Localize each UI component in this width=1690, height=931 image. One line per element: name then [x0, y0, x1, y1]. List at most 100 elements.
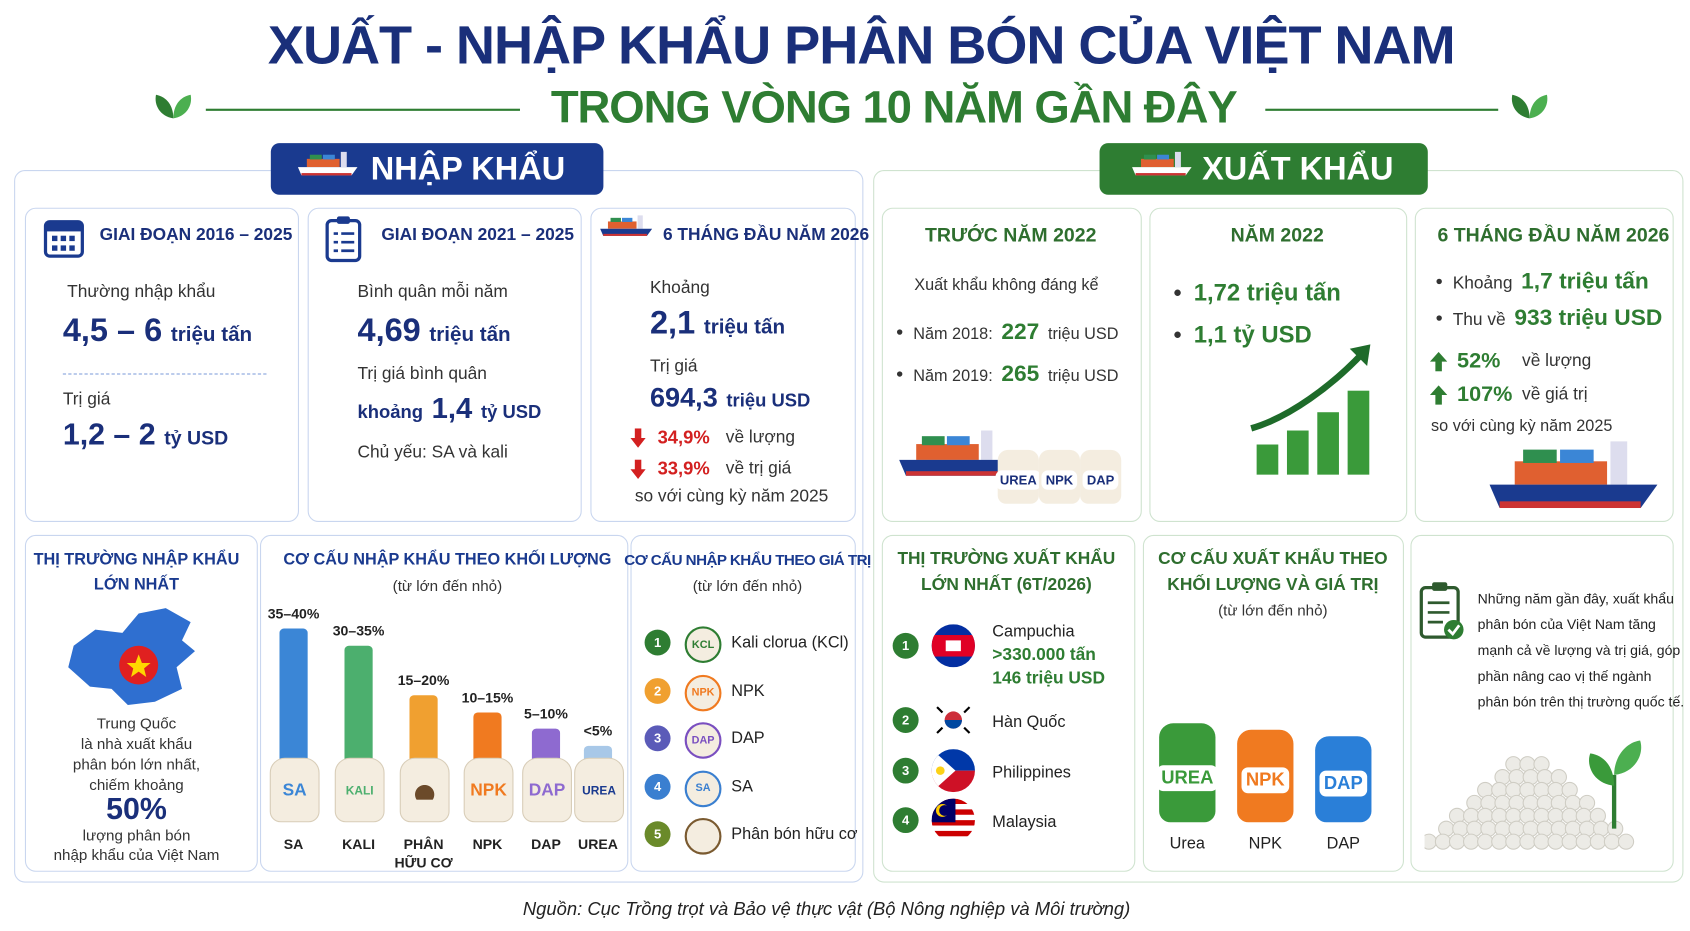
import-title: NHẬP KHẨU: [370, 151, 566, 188]
card-value-part: tỷ USD: [164, 427, 229, 449]
fertilizer-pile-svg: [1420, 756, 1635, 850]
market-heading: LỚN NHẤT (6T/2026): [920, 575, 1092, 595]
down-arrow-svg: [630, 428, 646, 448]
fertilizer-bag: UREA: [995, 449, 1042, 504]
export-item-part: 227: [1001, 319, 1040, 345]
down-arrow: [630, 459, 646, 479]
card-value-part: 1,2 – 2: [62, 417, 156, 451]
card-value-part: triệu tấn: [703, 316, 786, 340]
card-value-part: 2,1: [649, 305, 696, 342]
structure-heading: CƠ CẤU XUẤT KHẨU THEO: [1158, 549, 1388, 569]
rank-badge: 2: [892, 707, 919, 733]
bag-name: Urea: [1169, 834, 1205, 853]
change-value: 107%: [1457, 382, 1513, 407]
summary-line: mạnh cả về lượng và trị giá, góp: [1477, 642, 1681, 659]
market-heading: LỚN NHẤT: [93, 575, 180, 594]
bar: [531, 728, 561, 763]
market-line: lượng phân bón: [82, 826, 191, 844]
change-label: về lượng: [725, 428, 796, 447]
category-label: UREA: [578, 836, 618, 853]
bag-label: SA: [282, 781, 307, 800]
bar-value-label: <5%: [583, 722, 613, 739]
fertilizer-bag-label: DAP: [1319, 770, 1368, 797]
ship-illustration: [600, 215, 653, 238]
ship-illustration: [899, 430, 1013, 482]
bag: KALI: [334, 757, 385, 823]
ship-illustration-svg: [297, 151, 358, 176]
bag-label: DAP: [528, 781, 566, 800]
export-item-part: Khoảng: [1452, 274, 1513, 293]
card-label: Trị giá: [62, 390, 111, 409]
list-subtitle: (từ lớn đến nhỏ): [692, 576, 803, 595]
import-card: [307, 207, 582, 523]
export-item: Năm 2018: 227 triệu USD: [913, 320, 1118, 346]
category-label: KALI: [342, 836, 376, 853]
card-heading: GIAI ĐOẠN 2016 – 2025: [99, 226, 293, 245]
card-value-part: triệu tấn: [429, 323, 511, 347]
bar: [344, 645, 373, 763]
category-label: DAP: [531, 836, 561, 853]
leaf-icon-svg: [155, 94, 192, 119]
country-flag-svg: [931, 624, 975, 668]
fertilizer-pile: [1420, 743, 1642, 856]
card-value-part: tỷ USD: [480, 401, 542, 423]
card-value: 1,2 – 2 tỷ USD: [63, 418, 228, 452]
export-item: Năm 2019: 265 triệu USD: [913, 362, 1118, 388]
chart-subtitle: (từ lớn đến nhỏ): [392, 576, 503, 595]
export-item-part: Thu về: [1452, 311, 1506, 330]
rank-badge: 5: [644, 821, 671, 848]
export-item-part: 265: [1001, 361, 1040, 387]
list-item-name: SA: [731, 777, 753, 796]
product-icon: DAP: [684, 722, 722, 759]
checklist-icon-svg: [1419, 582, 1464, 640]
card-value: 4,69 triệu tấn: [357, 313, 510, 350]
fertilizer-bag: DAP: [1315, 736, 1372, 823]
card-note: Chủ yếu: SA và kali: [357, 443, 508, 462]
structure-subtitle: (từ lớn đến nhỏ): [1218, 601, 1328, 619]
market-line: là nhà xuất khẩu: [80, 735, 193, 753]
checklist-icon: [1419, 581, 1464, 641]
card-value: 4,5 – 6 triệu tấn: [63, 313, 252, 350]
bullet: [896, 371, 903, 377]
list-item-name: NPK: [731, 681, 765, 700]
fertilizer-bag-label: NPK: [1241, 767, 1290, 794]
card-label: Trị giá: [649, 357, 698, 376]
leaf-icon: [1508, 93, 1551, 121]
bag: DAP: [522, 757, 572, 823]
fertilizer-bag-label: UREA: [995, 469, 1042, 490]
up-arrow-svg: [1429, 385, 1448, 405]
export-item: Khoảng 1,7 triệu tấn: [1453, 269, 1649, 295]
ship-illustration-svg: [1132, 151, 1192, 176]
export-item: Thu về 933 triệu USD: [1453, 306, 1663, 332]
bullet: [1174, 289, 1181, 296]
card-heading: NĂM 2022: [1230, 224, 1324, 246]
card-label: Bình quân mỗi năm: [357, 283, 508, 302]
growth-chart-svg: [1250, 344, 1371, 475]
down-arrow-svg: [630, 459, 646, 479]
export-item: 1,72 triệu tấn: [1193, 278, 1341, 306]
import-card: [630, 534, 856, 872]
card-heading: 6 THÁNG ĐẦU NĂM 2026: [1437, 224, 1670, 246]
category-label: PHÂN HỮU CƠ: [394, 836, 453, 871]
card-value: 694,3 triệu USD: [650, 383, 810, 414]
plant-icon-svg: [1589, 740, 1642, 829]
bullet: [1174, 331, 1181, 338]
divider: [1265, 108, 1499, 111]
country-flag: [931, 798, 975, 842]
fertilizer-bag-label: UREA: [1156, 764, 1218, 791]
market-heading: THỊ TRƯỜNG XUẤT KHẨU: [897, 549, 1116, 569]
export-item-part: triệu USD: [1048, 367, 1119, 386]
product-icon: NPK: [684, 674, 722, 711]
export-item-part: triệu USD: [1048, 325, 1119, 344]
card-value-part: 1,4: [431, 392, 473, 425]
product-icon: [684, 817, 722, 855]
fertilizer-bag: UREA: [1156, 723, 1218, 823]
rank-badge: 4: [644, 773, 671, 800]
summary-line: phân bón của Việt Nam tăng: [1477, 616, 1656, 633]
change-label: về giá trị: [1522, 385, 1588, 404]
country-flag: [931, 698, 975, 742]
market-line: chiếm khoảng: [89, 776, 184, 794]
country-name: Campuchia: [992, 622, 1075, 641]
rank-badge: 3: [892, 757, 919, 784]
down-arrow: [630, 428, 646, 448]
